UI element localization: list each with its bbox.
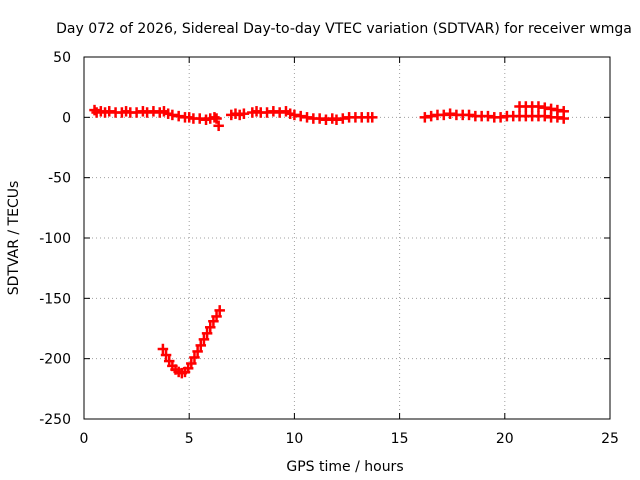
x-tick-label: 20 bbox=[496, 431, 514, 447]
x-tick-label: 10 bbox=[285, 431, 303, 447]
chart-title: Day 072 of 2026, Sidereal Day-to-day VTE… bbox=[56, 21, 632, 37]
x-axis-label: GPS time / hours bbox=[286, 459, 403, 475]
data-point bbox=[211, 113, 222, 124]
data-points bbox=[89, 101, 569, 379]
data-point bbox=[192, 346, 203, 357]
data-point bbox=[214, 305, 225, 316]
data-point bbox=[189, 352, 200, 363]
data-point bbox=[157, 343, 169, 355]
data-point bbox=[213, 120, 224, 132]
y-tick-label: -50 bbox=[48, 171, 71, 187]
x-tick-label: 5 bbox=[185, 431, 194, 447]
y-tick-label: 50 bbox=[53, 50, 71, 66]
y-tick-label: -100 bbox=[39, 231, 71, 247]
data-point bbox=[204, 322, 216, 333]
plot-frame bbox=[83, 56, 611, 420]
data-point bbox=[160, 349, 172, 361]
data-point bbox=[558, 106, 569, 117]
data-point bbox=[201, 328, 213, 339]
y-tick-label: -200 bbox=[39, 352, 71, 368]
data-point bbox=[186, 358, 197, 369]
data-point bbox=[198, 334, 210, 345]
data-point bbox=[195, 340, 207, 351]
y-axis-label: SDTVAR / TECUs bbox=[6, 181, 22, 296]
x-tick-label: 25 bbox=[601, 431, 619, 447]
y-tick-label: 0 bbox=[62, 110, 71, 126]
y-tick-label: -150 bbox=[39, 291, 71, 307]
x-tick-label: 15 bbox=[391, 431, 409, 447]
data-point bbox=[211, 311, 222, 322]
data-point bbox=[366, 112, 378, 123]
x-tick-label: 0 bbox=[80, 431, 89, 447]
data-point bbox=[238, 108, 250, 119]
y-tick-label: -250 bbox=[39, 412, 71, 428]
